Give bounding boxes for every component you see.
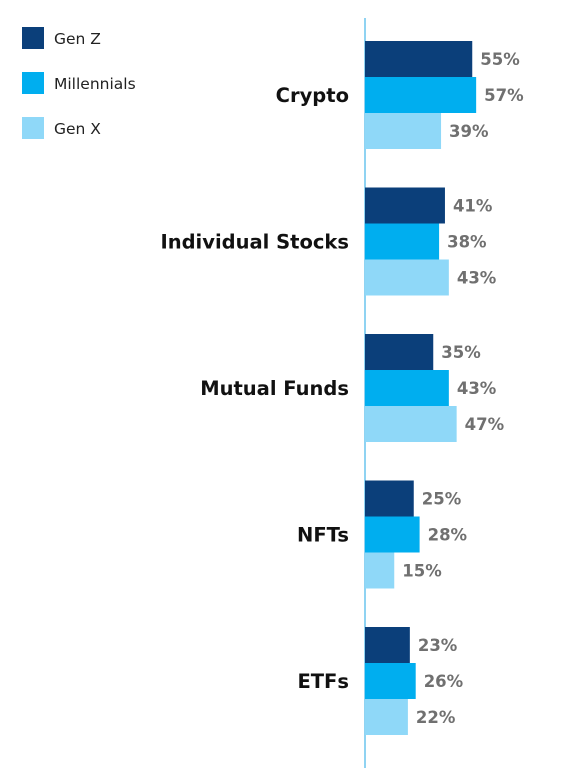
legend-label-gen-x: Gen X: [54, 120, 101, 138]
value-label-individual-stocks-millennials: 38%: [447, 233, 487, 252]
category-label-individual-stocks: Individual Stocks: [160, 231, 349, 254]
legend-label-millennials: Millennials: [54, 75, 136, 93]
value-label-individual-stocks-gen-z: 41%: [453, 197, 493, 216]
bar-individual-stocks-millennials: [365, 223, 440, 260]
bar-mutual-funds-gen-x: [365, 406, 457, 442]
bar-crypto-millennials: [365, 77, 477, 113]
value-label-etfs-gen-z: 23%: [418, 636, 458, 655]
value-label-crypto-gen-z: 55%: [480, 50, 520, 69]
value-label-mutual-funds-gen-z: 35%: [441, 343, 481, 362]
value-label-individual-stocks-gen-x: 43%: [457, 269, 497, 288]
bar-etfs-millennials: [365, 663, 416, 699]
bar-nfts-gen-x: [365, 552, 395, 589]
category-label-mutual-funds: Mutual Funds: [200, 377, 349, 400]
bar-crypto-gen-z: [365, 41, 473, 77]
value-label-mutual-funds-millennials: 43%: [457, 379, 497, 398]
bar-mutual-funds-gen-z: [365, 334, 434, 370]
bar-group-nfts: NFTs 25% 28% 15%: [297, 480, 468, 589]
legend-swatch-gen-z: [22, 27, 44, 49]
bar-nfts-gen-z: [365, 480, 414, 517]
value-label-crypto-millennials: 57%: [484, 86, 524, 105]
value-label-etfs-millennials: 26%: [424, 672, 464, 691]
bar-etfs-gen-z: [365, 627, 410, 663]
bar-individual-stocks-gen-x: [365, 259, 449, 296]
value-label-crypto-gen-x: 39%: [449, 122, 489, 141]
value-label-mutual-funds-gen-x: 47%: [465, 415, 505, 434]
bar-group-individual-stocks: Individual Stocks 41% 38% 43%: [160, 187, 497, 296]
value-label-nfts-gen-x: 15%: [402, 562, 442, 581]
bar-etfs-gen-x: [365, 699, 408, 735]
legend-label-gen-z: Gen Z: [54, 30, 101, 48]
bar-group-crypto: Crypto 55% 57% 39%: [276, 41, 524, 149]
category-label-crypto: Crypto: [276, 84, 349, 107]
value-label-nfts-millennials: 28%: [428, 526, 468, 545]
bar-groups: Crypto 55% 57% 39% Individual Stocks 41% 38% 43…: [160, 41, 524, 735]
category-label-etfs: ETFs: [297, 670, 349, 693]
value-label-nfts-gen-z: 25%: [422, 490, 462, 509]
legend: Gen Z Millennials Gen X: [22, 27, 136, 139]
bar-nfts-millennials: [365, 516, 420, 553]
bar-mutual-funds-millennials: [365, 370, 449, 406]
bar-individual-stocks-gen-z: [365, 187, 445, 224]
value-label-etfs-gen-x: 22%: [416, 708, 456, 727]
bar-crypto-gen-x: [365, 113, 442, 149]
bar-group-etfs: ETFs 23% 26% 22%: [297, 627, 464, 735]
bar-group-mutual-funds: Mutual Funds 35% 43% 47%: [200, 334, 505, 442]
legend-swatch-gen-x: [22, 117, 44, 139]
category-label-nfts: NFTs: [297, 524, 349, 547]
legend-swatch-millennials: [22, 72, 44, 94]
